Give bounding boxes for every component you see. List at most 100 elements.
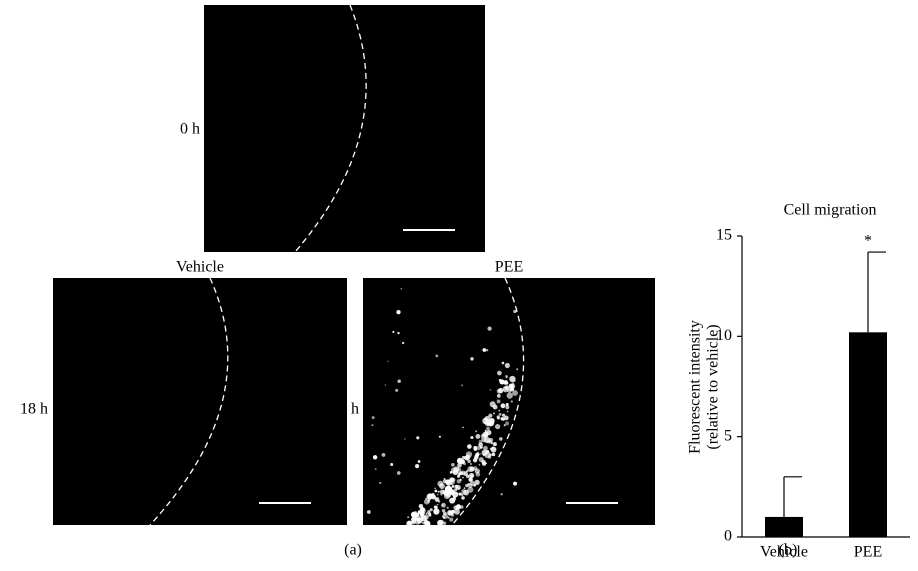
speckle [496, 399, 501, 404]
column-label: PEE [495, 259, 523, 276]
speckle [438, 435, 441, 438]
speckle [478, 457, 484, 463]
speckle [473, 466, 478, 471]
speckle [458, 473, 461, 476]
speckle [454, 484, 459, 489]
speckle [440, 493, 443, 496]
chart-title: Cell migration [784, 202, 877, 219]
speckle [501, 413, 506, 417]
speckle [463, 471, 468, 476]
speckle [453, 497, 456, 500]
speckle [442, 479, 447, 484]
speckle [469, 462, 473, 466]
y-axis-title: Fluorescent intensity (relative to vehic… [687, 320, 722, 454]
speckle [473, 483, 476, 487]
speckle [434, 487, 436, 490]
speckle [392, 330, 395, 333]
speckle [498, 378, 502, 382]
speckle [486, 349, 489, 352]
y-tick-label: 0 [724, 528, 732, 545]
speckle [504, 362, 510, 369]
speckle [500, 403, 506, 409]
speckle [417, 510, 422, 515]
speckle [504, 381, 509, 385]
speckle [486, 429, 492, 436]
speckle [474, 479, 480, 486]
speckle [417, 460, 421, 463]
speckle [443, 493, 450, 500]
speckle [497, 370, 502, 376]
speckle [481, 436, 483, 439]
speckle [397, 331, 400, 335]
speckle [491, 446, 495, 450]
speckle [444, 485, 451, 492]
speckle [437, 490, 440, 493]
speckle [503, 415, 509, 421]
speckle [426, 493, 433, 500]
speckle [400, 288, 402, 290]
speckle [491, 452, 496, 457]
speckle [484, 429, 487, 432]
speckle [513, 481, 518, 486]
speckle [463, 462, 466, 466]
speckle [410, 511, 417, 518]
speckle [374, 468, 377, 471]
speckle [449, 487, 453, 491]
bar [849, 332, 887, 537]
speckle [387, 360, 389, 362]
row-label: 18 h [331, 401, 359, 418]
x-tick-label: Vehicle [760, 544, 808, 561]
speckle [501, 380, 505, 385]
speckle [496, 394, 501, 398]
speckle [390, 462, 394, 466]
speckle [475, 472, 481, 477]
speckle [456, 504, 461, 509]
speckle [493, 412, 495, 415]
speckle [458, 492, 462, 496]
row-label: 18 h [20, 401, 48, 418]
bar [765, 516, 803, 537]
speckle [424, 497, 428, 500]
speckle [485, 449, 490, 454]
speckle [397, 379, 401, 383]
speckle [509, 375, 516, 383]
speckle [500, 493, 503, 496]
speckle [510, 400, 513, 403]
y-tick-label: 5 [724, 427, 732, 444]
speckle [424, 519, 429, 525]
speckle [404, 438, 406, 440]
speckle [421, 508, 426, 514]
speckle [441, 503, 444, 506]
speckle [496, 388, 502, 394]
y-tick-label: 10 [716, 327, 732, 344]
speckle [448, 489, 455, 496]
speckle [384, 384, 387, 386]
speckle [416, 436, 420, 440]
speckle [441, 509, 446, 513]
speckle [512, 390, 518, 396]
speckle [446, 506, 449, 509]
speckle [451, 467, 457, 474]
speckle [371, 424, 374, 427]
speckle [436, 493, 439, 496]
speckle [461, 384, 463, 387]
speckle [506, 410, 509, 413]
speckle [443, 477, 446, 480]
speckle [513, 309, 517, 314]
speckle [475, 433, 481, 439]
speckle [439, 483, 445, 489]
row-label: 0 h [180, 121, 200, 138]
speckle [381, 452, 386, 457]
speckle [489, 437, 494, 443]
speckle [451, 485, 455, 488]
speckle [396, 309, 401, 315]
speckle [485, 462, 487, 465]
speckle [449, 497, 456, 504]
speckle [425, 512, 428, 515]
speckle [429, 508, 433, 512]
speckle [481, 437, 487, 443]
speckle [490, 441, 494, 445]
speckle [483, 433, 488, 439]
speckle [428, 512, 432, 516]
